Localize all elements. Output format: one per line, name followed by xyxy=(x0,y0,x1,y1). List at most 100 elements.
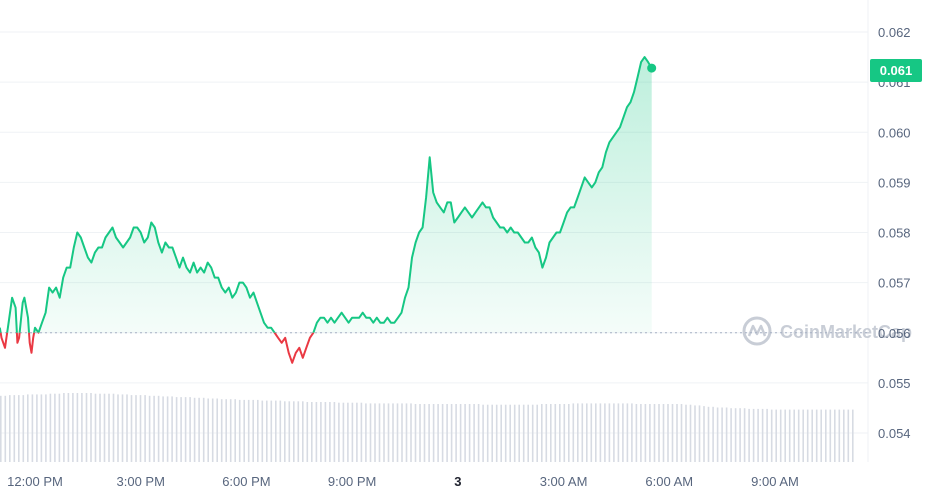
volume-bar xyxy=(608,403,611,462)
volume-bar xyxy=(635,404,638,462)
volume-bar xyxy=(464,404,466,462)
volume-bar xyxy=(360,402,363,462)
volume-bar xyxy=(806,409,809,462)
volume-bar xyxy=(247,399,250,462)
volume-bar xyxy=(392,403,394,462)
volume-bar xyxy=(441,404,444,462)
volume-bar xyxy=(698,405,701,462)
volume-bar xyxy=(184,397,187,462)
y-tick-label: 0.054 xyxy=(878,426,911,441)
volume-bar xyxy=(284,401,286,462)
volume-bar xyxy=(72,393,74,462)
volume-bar xyxy=(843,409,845,462)
volume-bar xyxy=(595,403,597,462)
volume-bar xyxy=(220,399,223,462)
volume-bar xyxy=(761,408,764,462)
volume-bar xyxy=(58,393,61,462)
volume-bar xyxy=(22,395,25,462)
price-area-fill xyxy=(0,57,652,333)
volume-bar xyxy=(437,404,439,462)
volume-bar xyxy=(0,395,2,462)
volume-bar xyxy=(590,403,593,462)
volume-bar xyxy=(108,393,110,462)
volume-bar xyxy=(779,409,782,462)
volume-bar xyxy=(31,394,34,462)
volume-bar xyxy=(694,405,696,462)
price-line-up xyxy=(0,56,653,333)
volume-bar xyxy=(829,409,832,462)
volume-bar xyxy=(67,393,70,462)
volume-bar xyxy=(18,395,20,462)
volume-bar xyxy=(162,396,164,462)
volume-bar xyxy=(49,393,52,462)
x-tick-label: 3:00 PM xyxy=(117,474,165,489)
volume-bar xyxy=(207,398,209,462)
volume-bar xyxy=(545,404,548,462)
volume-bar xyxy=(468,404,471,462)
volume-bar xyxy=(148,395,151,462)
volume-bar xyxy=(703,406,705,462)
volume-bar xyxy=(270,400,273,462)
volume-bar xyxy=(419,404,421,462)
volume-bar xyxy=(504,404,507,462)
volume-bar xyxy=(315,402,318,462)
volume-bar xyxy=(811,409,813,462)
volume-bar xyxy=(743,408,746,462)
volume-bar xyxy=(266,400,268,462)
volume-bar xyxy=(238,399,241,462)
y-tick-label: 0.059 xyxy=(878,175,911,190)
volume-bar xyxy=(662,404,665,462)
watermark: CoinMarketCap xyxy=(742,316,912,346)
volume-bar xyxy=(405,403,408,462)
volume-bar xyxy=(550,404,552,462)
volume-bar xyxy=(658,404,660,462)
volume-bar xyxy=(383,403,385,462)
volume-bar xyxy=(770,409,773,462)
y-tick-label: 0.056 xyxy=(878,326,911,341)
volume-bar xyxy=(586,403,588,462)
volume-bar xyxy=(676,404,678,462)
volume-bar xyxy=(293,401,295,462)
volume-bar xyxy=(338,402,340,462)
volume-bar xyxy=(527,404,529,462)
volume-bar xyxy=(793,409,795,462)
volume-bar xyxy=(387,403,390,462)
volume-bar xyxy=(54,393,56,462)
volume-bar xyxy=(653,404,656,462)
volume-bar xyxy=(36,394,38,462)
y-axis: 0.062 0.061 0.060 0.059 0.058 0.057 0.056 0.055… xyxy=(878,25,911,441)
volume-bar xyxy=(459,404,462,462)
volume-bar xyxy=(126,394,128,462)
volume-bar xyxy=(13,395,16,462)
volume-bar xyxy=(685,404,687,462)
volume-bar xyxy=(324,402,327,462)
y-tick-label: 0.062 xyxy=(878,25,911,40)
volume-bar xyxy=(491,404,493,462)
volume-bar xyxy=(568,404,570,462)
volume-bar xyxy=(329,402,331,462)
volume-bar xyxy=(423,404,426,462)
x-tick-label: 9:00 AM xyxy=(751,474,799,489)
volume-bar xyxy=(410,403,412,462)
y-tick-label: 0.057 xyxy=(878,276,911,291)
volume-bar xyxy=(784,409,786,462)
volume-bar xyxy=(288,401,291,462)
x-tick-label: 3:00 AM xyxy=(540,474,588,489)
volume-bar xyxy=(365,403,367,462)
price-area xyxy=(0,57,652,333)
volume-bar xyxy=(396,403,399,462)
volume-bar xyxy=(852,409,854,462)
volume-bar xyxy=(522,404,525,462)
volume-bar xyxy=(112,393,115,462)
volume-bar xyxy=(739,408,741,462)
volume-bar xyxy=(311,402,313,462)
volume-bar xyxy=(617,403,620,462)
volume-bar xyxy=(604,403,606,462)
volume-bar xyxy=(428,404,430,462)
volume-bar xyxy=(730,408,732,462)
watermark-text: CoinMarketCap xyxy=(780,322,912,342)
volume-bar xyxy=(486,404,489,462)
volume-bar xyxy=(157,395,160,462)
volume-bar xyxy=(297,401,300,462)
